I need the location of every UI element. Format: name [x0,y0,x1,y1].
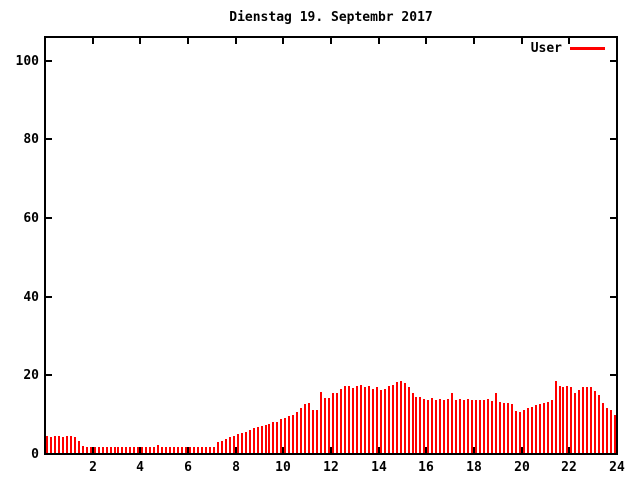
y-axis-tick-label: 60 [23,211,39,226]
x-axis-tick-label: 6 [184,460,192,475]
y-axis-tick-label: 40 [23,290,39,305]
legend-label: User [530,40,562,56]
chart-title: Dienstag 19. Septembr 2017 [229,10,433,25]
x-axis-tick-label: 14 [371,460,387,475]
x-axis-tick-label: 2 [89,460,97,475]
x-axis-tick-label: 24 [609,460,625,475]
x-axis-tick-label: 18 [466,460,482,475]
x-axis-tick-label: 16 [418,460,434,475]
x-axis-tick-label: 22 [561,460,577,475]
y-axis-tick-label: 100 [16,54,40,69]
legend-line-sample [570,46,605,50]
x-axis-tick-label: 12 [323,460,339,475]
plot-border [44,36,618,455]
x-axis-tick-label: 8 [232,460,240,475]
x-axis-tick-label: 20 [514,460,530,475]
y-axis-tick-label: 20 [23,368,39,383]
x-axis-tick-label: 4 [136,460,144,475]
x-axis-tick-label: 10 [275,460,291,475]
y-axis-tick-label: 80 [23,132,39,147]
y-axis-tick-label: 0 [31,447,39,462]
legend: User [530,40,605,56]
